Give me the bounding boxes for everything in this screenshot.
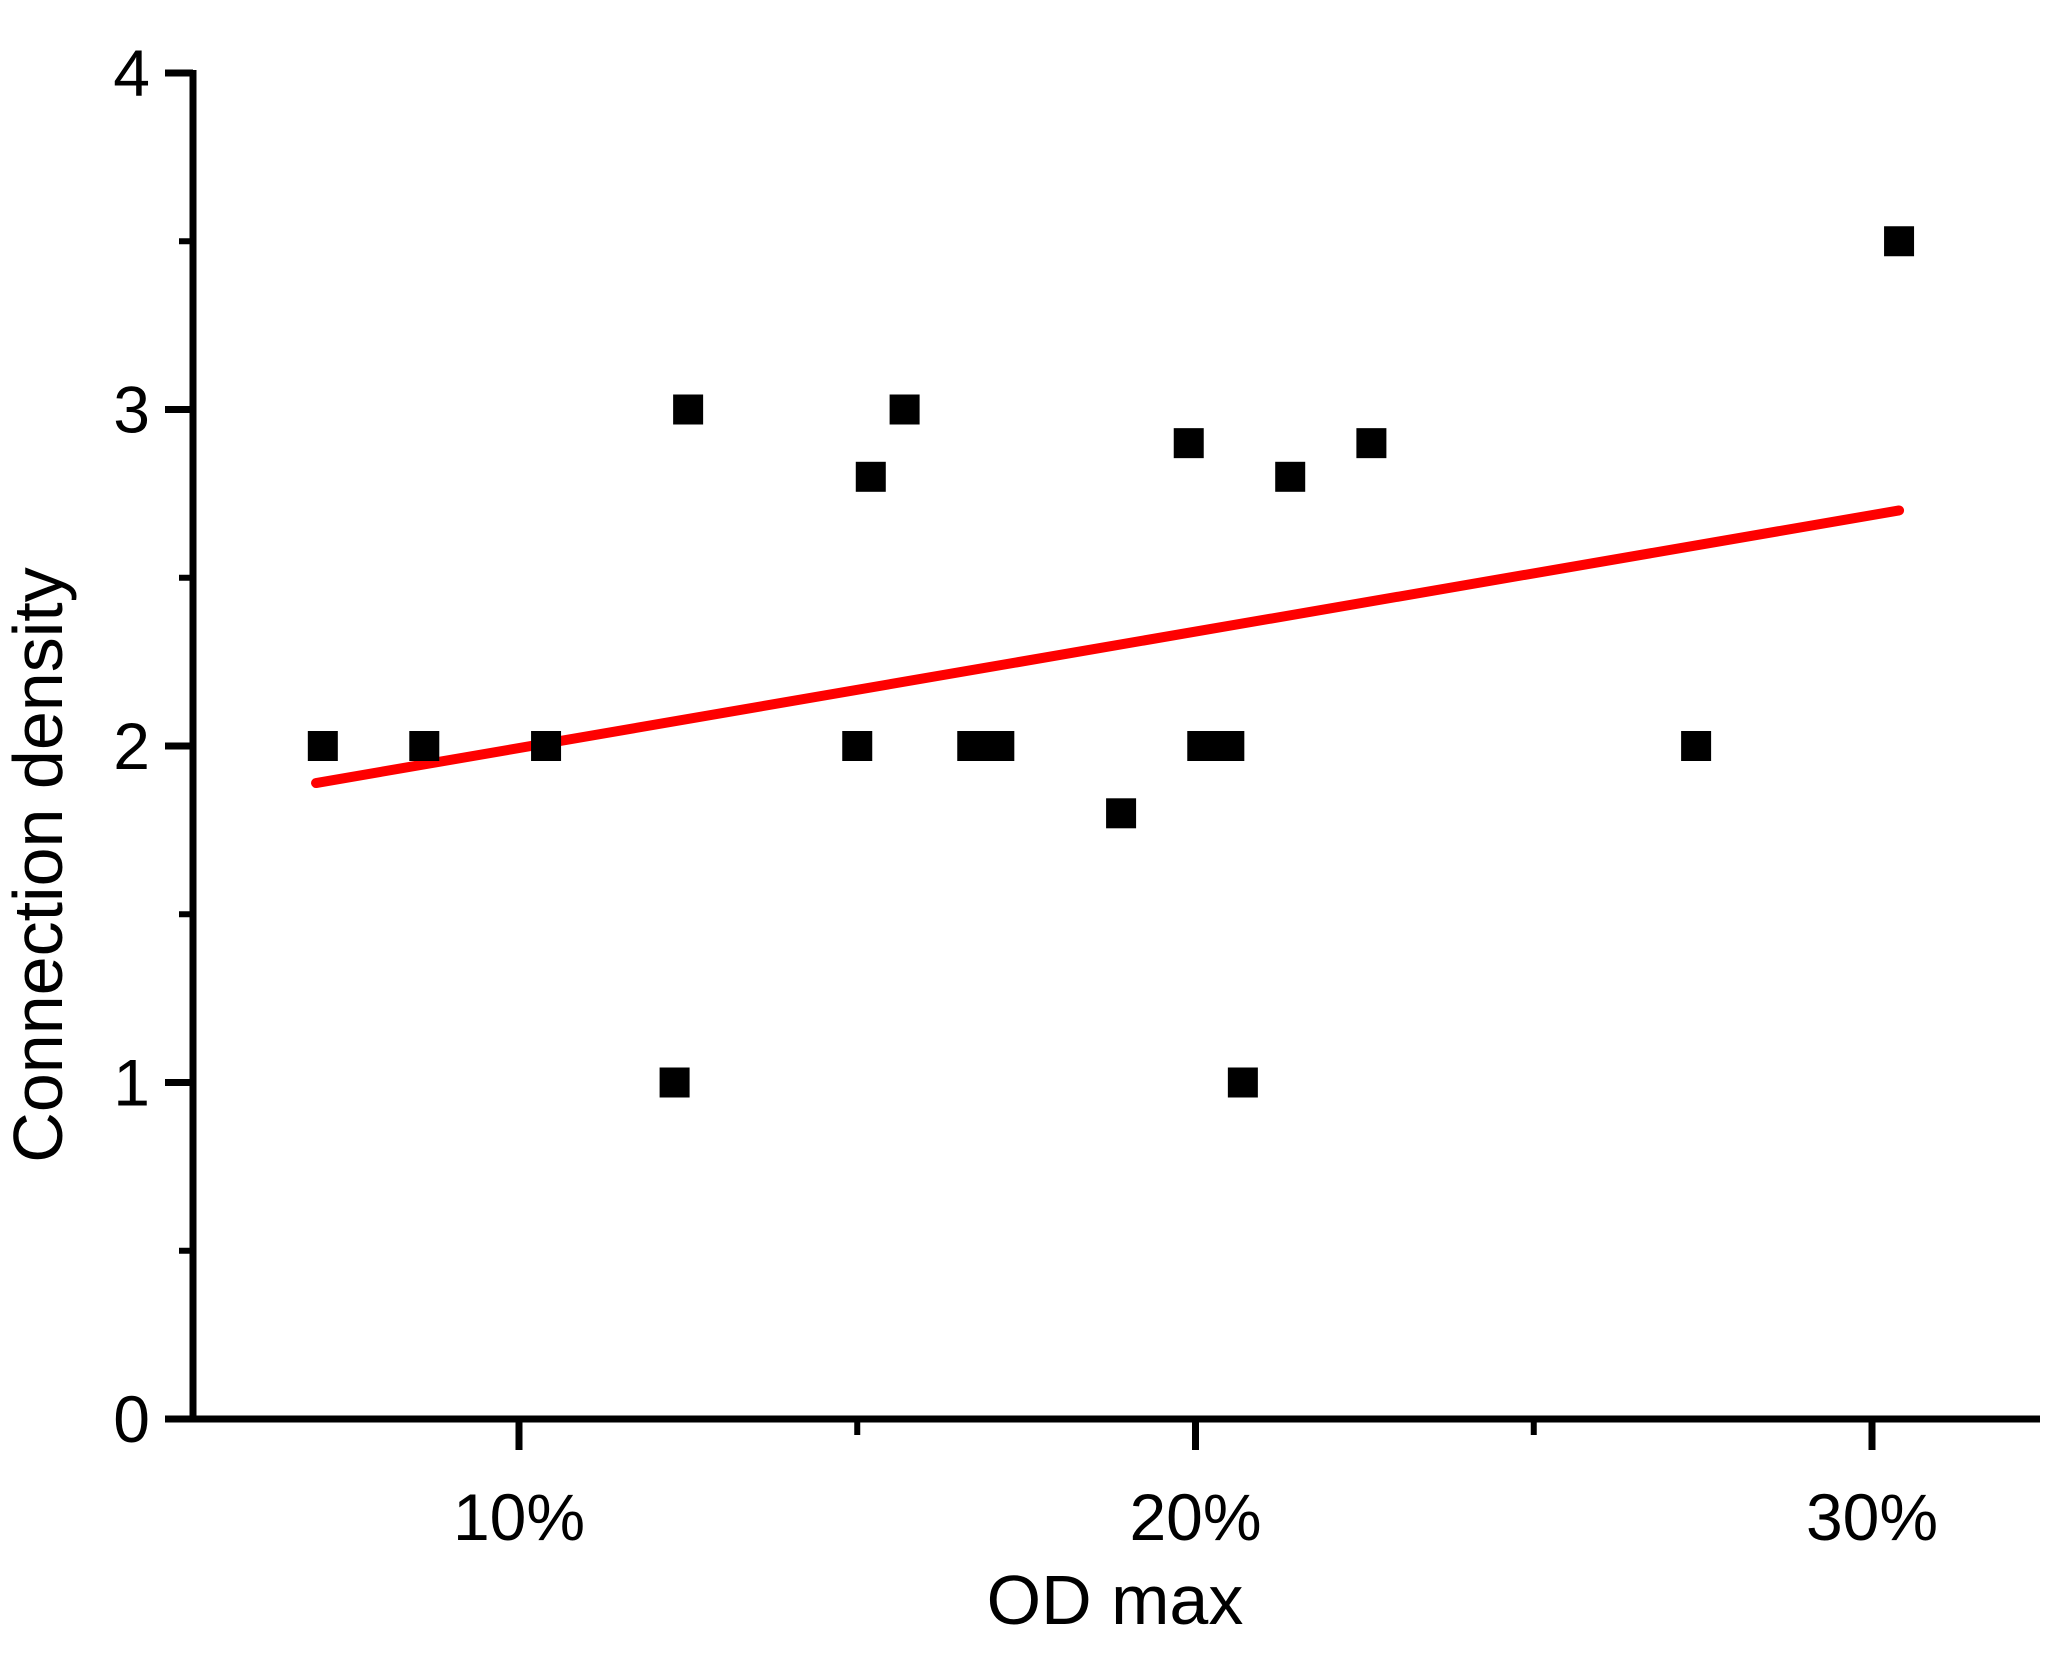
y-tick-label: 3 [113, 373, 150, 447]
data-point [1227, 1067, 1258, 1098]
y-tick-label: 4 [113, 36, 150, 110]
data-point [307, 731, 338, 761]
data-point [1173, 428, 1204, 459]
data-point [1187, 731, 1218, 761]
data-point [531, 731, 562, 761]
data-point [409, 731, 440, 761]
axes [167, 70, 2040, 1423]
y-axis-ticks [165, 69, 193, 1423]
data-point [984, 731, 1015, 761]
x-tick-label: 20% [1129, 1480, 1261, 1554]
y-axis-title: Connection density [0, 567, 77, 1162]
x-axis-tick-labels: 10% 20% 30% [453, 1480, 1938, 1554]
data-point [1884, 226, 1915, 257]
x-axis-ticks [515, 1419, 1876, 1450]
data-points [307, 226, 1915, 1098]
data-point [659, 1067, 690, 1098]
y-tick-label: 0 [113, 1382, 150, 1456]
y-axis-tick-labels: 0 1 2 3 4 [113, 36, 150, 1456]
x-tick-label: 30% [1806, 1480, 1938, 1554]
data-point [889, 394, 920, 425]
data-point [1356, 428, 1387, 459]
data-point [1214, 731, 1245, 761]
trend-line [311, 505, 1905, 789]
data-point [842, 731, 873, 761]
data-point [1275, 461, 1306, 492]
data-point [957, 731, 988, 761]
data-point [1106, 798, 1137, 829]
x-axis-title: OD max [987, 1561, 1244, 1639]
x-tick-label: 10% [453, 1480, 585, 1554]
data-point [855, 461, 886, 492]
data-point [673, 394, 704, 425]
y-tick-label: 2 [113, 709, 150, 783]
y-tick-label: 1 [113, 1046, 150, 1120]
data-point [1681, 731, 1712, 761]
